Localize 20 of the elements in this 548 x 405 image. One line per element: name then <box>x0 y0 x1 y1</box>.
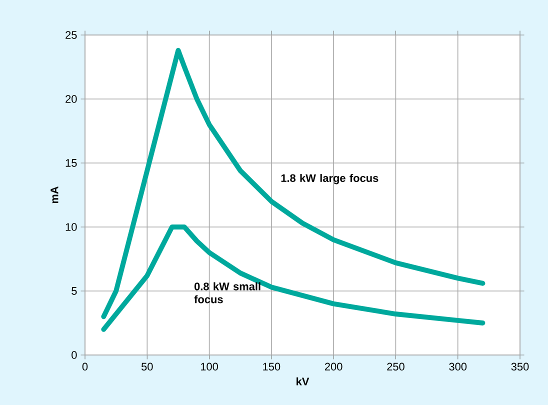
x-tick-label: 150 <box>263 362 280 371</box>
y-tick-label: 15 <box>66 159 77 167</box>
y-axis-title: mA <box>50 186 58 204</box>
x-tick-label: 100 <box>200 362 218 371</box>
y-tick-label: 20 <box>66 95 77 103</box>
line-series <box>101 48 486 320</box>
y-tick-label: 0 <box>72 351 77 359</box>
series-label: 1.8 kW large focus <box>281 174 378 184</box>
y-tick-label: 10 <box>66 223 77 231</box>
x-tick-label: 200 <box>324 362 342 371</box>
y-tick-label: 5 <box>72 287 77 295</box>
x-tick-label: 350 <box>511 362 529 371</box>
x-tick-label: 0 <box>82 362 88 371</box>
x-tick-label: 250 <box>387 362 404 371</box>
x-tick-label: 50 <box>141 362 153 371</box>
line-series <box>101 224 486 332</box>
series-label: 0.8 kW small focus <box>194 282 260 304</box>
y-tick-label: 25 <box>66 31 77 39</box>
x-tick-label: 300 <box>449 362 467 371</box>
x-axis-title: kV <box>296 377 310 386</box>
